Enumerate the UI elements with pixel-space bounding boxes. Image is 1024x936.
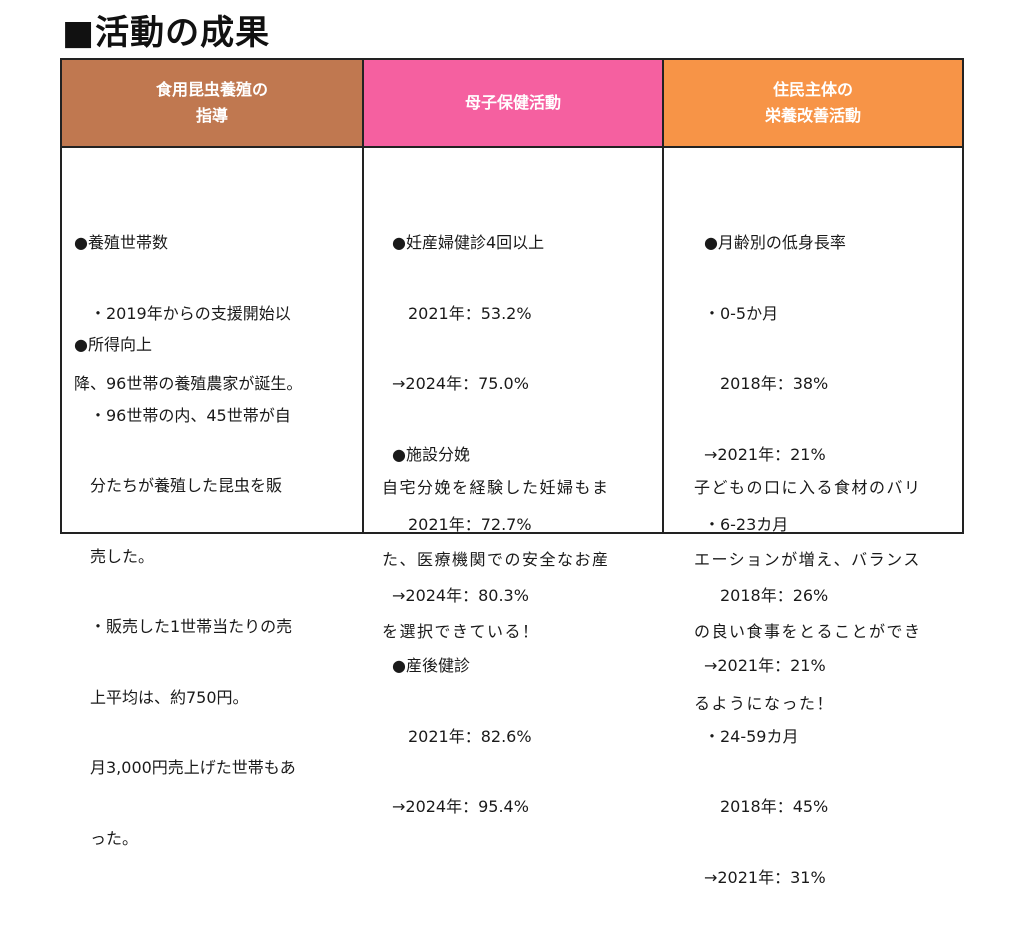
- body-line: 分たちが養殖した昆虫を販: [74, 476, 283, 495]
- note-line: 子どもの口に入る食材のバリ: [693, 478, 922, 497]
- body-line: ●月齢別の低身長率: [687, 233, 846, 252]
- body-line: →2024年：95.4%: [375, 797, 529, 816]
- body-line: 2021年：82.6%: [375, 726, 532, 746]
- body-line: →2021年：31%: [687, 867, 826, 887]
- body-line: 月3,000円売上げた世帯もあ: [74, 758, 296, 777]
- body-line: ●施設分娩: [375, 444, 470, 464]
- maternal-note: 自宅分娩を経験した妊婦もま た、医療機関での安全なお産 を選択できている！: [382, 428, 610, 692]
- body-line: 2021年：53.2%: [375, 303, 532, 323]
- nutrition-note: 子どもの口に入る食材のバリ エーションが増え、バランス の良い食事をとることがで…: [694, 428, 922, 764]
- body-line: ・販売した1世帯当たりの売: [74, 617, 293, 636]
- note-line: た、医療機関での安全なお産: [381, 550, 610, 569]
- column-header-nutrition: 住民主体の 栄養改善活動: [663, 60, 962, 148]
- body-line: 売した。: [74, 546, 155, 566]
- body-line: →2024年：75.0%: [375, 374, 529, 393]
- column-body-insect-farming: ●養殖世帯数 ・2019年からの支援開始以 降、96世帯の養殖農家が誕生。 ●所…: [62, 148, 362, 848]
- column-header-insect-farming: 食用昆虫養殖の 指導: [62, 60, 362, 148]
- results-table: 食用昆虫養殖の 指導 ●養殖世帯数 ・2019年からの支援開始以 降、96世帯の…: [60, 58, 964, 887]
- income-section: ●所得向上 ・96世帯の内、45世帯が自 分たちが養殖した昆虫を販 売した。 ・…: [74, 286, 296, 897]
- body-line: 降、96世帯の養殖農家が誕生。: [74, 374, 303, 393]
- note-line: るようになった！: [693, 694, 834, 713]
- column-body-maternal-health: ●妊産婦健診4回以上 2021年：53.2% →2024年：75.0% ●施設分…: [364, 148, 662, 816]
- body-line: 上平均は、約750円。: [74, 687, 249, 707]
- column-body-nutrition: ●月齢別の低身長率 ・0-5か月 2018年：38% →2021年：21% ・6…: [664, 148, 962, 887]
- body-line: →2021年：21%: [687, 444, 826, 464]
- page-title: ■活動の成果: [62, 13, 271, 53]
- body-line: 2018年：45%: [687, 797, 829, 816]
- note-line: を選択できている！: [381, 622, 540, 641]
- column-nutrition: 住民主体の 栄養改善活動 ●月齢別の低身長率 ・0-5か月 2018年：38% …: [661, 60, 962, 887]
- body-line: ●所得向上: [74, 335, 152, 354]
- body-line: ・96世帯の内、45世帯が自: [74, 405, 291, 425]
- body-line: ・6-23カ月: [687, 515, 789, 534]
- body-line: ・2019年からの支援開始以: [74, 303, 291, 323]
- note-line: の良い食事をとることができ: [693, 622, 922, 641]
- note-line: 自宅分娩を経験した妊婦もま: [381, 478, 610, 497]
- column-maternal-health: 母子保健活動 ●妊産婦健診4回以上 2021年：53.2% →2024年：75.…: [361, 60, 662, 816]
- note-line: エーションが増え、バランス: [693, 550, 921, 569]
- body-line: ●妊産婦健診4回以上: [375, 233, 545, 252]
- column-insect-farming: 食用昆虫養殖の 指導 ●養殖世帯数 ・2019年からの支援開始以 降、96世帯の…: [62, 60, 362, 848]
- body-line: った。: [74, 828, 139, 848]
- column-header-maternal-health: 母子保健活動: [363, 60, 662, 148]
- body-line: 2021年：72.7%: [375, 515, 532, 534]
- body-line: ・0-5か月: [687, 303, 779, 323]
- body-line: 2018年：38%: [687, 374, 829, 393]
- body-line: ●養殖世帯数: [74, 233, 168, 252]
- households-section: ●養殖世帯数 ・2019年からの支援開始以 降、96世帯の養殖農家が誕生。: [74, 184, 302, 443]
